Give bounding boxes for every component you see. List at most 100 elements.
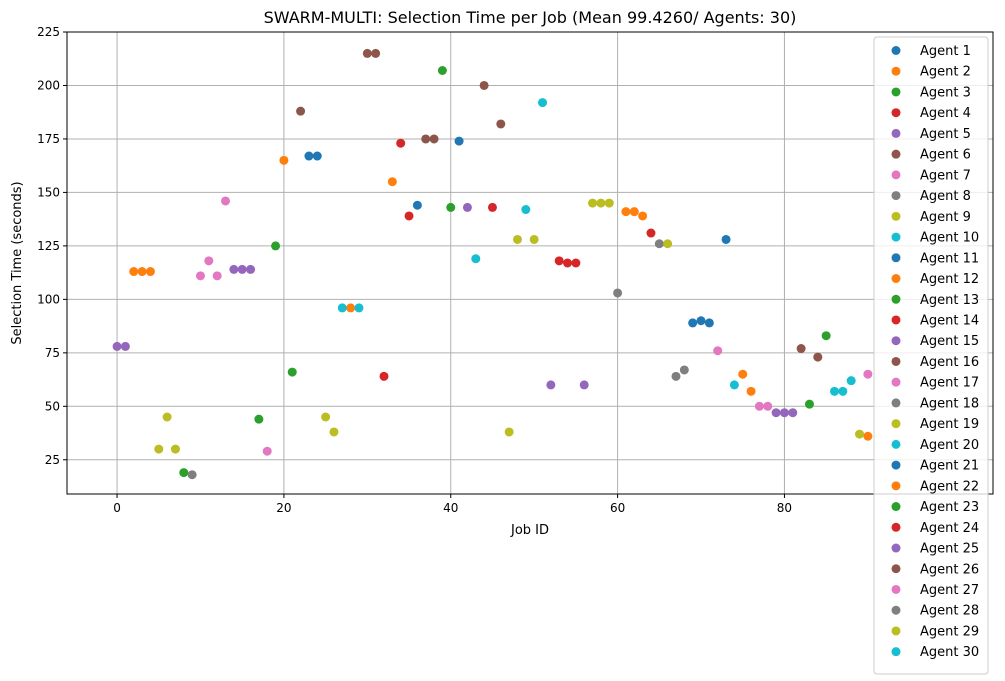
data-point-agent-9: [596, 198, 606, 208]
data-point-agent-1: [704, 318, 714, 328]
data-point-agent-1: [454, 136, 464, 146]
data-point-agent-2: [279, 155, 289, 165]
data-point-agent-4: [554, 256, 564, 266]
legend-entry: Agent 21: [920, 459, 979, 474]
data-point-agent-3: [446, 202, 456, 212]
x-tick-label: 60: [610, 501, 625, 515]
legend-entry: Agent 30: [920, 645, 979, 660]
data-point-agent-2: [145, 267, 155, 277]
legend-entry: Agent 23: [920, 500, 979, 515]
data-point-agent-1: [304, 151, 314, 161]
legend-entry: Agent 20: [920, 438, 979, 453]
legend-marker: [891, 253, 901, 263]
legend-entry: Agent 10: [920, 231, 979, 246]
data-point-agent-2: [863, 431, 873, 441]
legend-entry: Agent 19: [920, 417, 979, 432]
data-point-agent-8: [654, 239, 664, 249]
legend-box: [873, 36, 989, 675]
data-point-agent-4: [571, 258, 581, 268]
data-point-agent-6: [796, 344, 806, 354]
legend: Agent 1 Agent 2 Agent 3 Agent 4 Agent 5 Agent…: [873, 36, 989, 675]
data-point-agent-8: [679, 365, 689, 375]
y-tick-label: 50: [45, 399, 60, 413]
legend-entry: Agent 29: [920, 624, 979, 639]
legend-entry: Agent 27: [920, 583, 979, 598]
legend-marker: [891, 315, 901, 325]
legend-marker: [891, 170, 901, 180]
data-point-agent-7: [195, 271, 205, 281]
data-point-agent-10: [471, 254, 481, 264]
data-point-agent-2: [346, 303, 356, 313]
legend-entry: Agent 15: [920, 334, 979, 349]
data-point-agent-6: [813, 352, 823, 362]
data-point-agent-10: [846, 376, 856, 386]
data-point-agent-2: [738, 369, 748, 379]
y-tick-label: 75: [45, 346, 60, 360]
legend-marker: [891, 647, 901, 657]
legend-entry: Agent 1: [920, 44, 971, 59]
legend-entry: Agent 17: [920, 376, 979, 391]
data-point-agent-2: [621, 207, 631, 217]
legend-marker: [891, 149, 901, 159]
legend-marker: [891, 191, 901, 201]
data-point-agent-9: [504, 427, 514, 437]
data-point-agent-7: [204, 256, 214, 266]
data-point-agent-9: [529, 234, 539, 244]
data-point-agent-3: [437, 66, 447, 75]
legend-entry: Agent 7: [920, 168, 971, 183]
x-tick-label: 40: [443, 501, 458, 515]
data-point-agent-4: [396, 138, 406, 148]
legend-entry: Agent 18: [920, 396, 979, 411]
data-point-agent-9: [154, 444, 164, 454]
data-point-agent-5: [112, 341, 122, 351]
data-point-agent-3: [287, 367, 297, 377]
legend-marker: [891, 128, 901, 138]
legend-marker: [891, 605, 901, 615]
data-point-agent-7: [221, 196, 231, 206]
data-point-agent-6: [371, 48, 381, 58]
legend-marker: [891, 211, 901, 221]
legend-marker: [891, 543, 901, 553]
legend-entry: Agent 5: [920, 127, 971, 142]
legend-entry: Agent 22: [920, 479, 979, 494]
y-tick-label: 100: [37, 292, 60, 306]
legend-marker: [891, 439, 901, 449]
data-point-agent-9: [663, 239, 673, 249]
legend-marker: [891, 294, 901, 304]
legend-entry: Agent 9: [920, 210, 971, 225]
data-point-agent-2: [137, 267, 147, 277]
legend-entry: Agent 3: [920, 85, 971, 100]
data-point-agent-2: [129, 267, 139, 277]
data-point-agent-7: [713, 346, 723, 356]
data-point-agent-10: [521, 205, 531, 215]
legend-marker: [891, 336, 901, 346]
data-point-agent-2: [638, 211, 648, 221]
data-point-agent-9: [855, 429, 865, 439]
data-point-agent-3: [254, 414, 264, 424]
data-point-agent-4: [404, 211, 414, 221]
data-point-agent-9: [170, 444, 180, 454]
x-axis-ticks: 0 20 40 60 80: [113, 494, 792, 515]
legend-marker: [891, 584, 901, 594]
legend-marker: [891, 377, 901, 387]
data-point-agent-5: [120, 341, 130, 351]
x-tick-label: 80: [777, 501, 792, 515]
data-points: [112, 48, 873, 480]
x-tick-label: 20: [276, 501, 291, 515]
data-point-agent-9: [512, 234, 522, 244]
legend-entry: Agent 14: [920, 313, 979, 328]
data-point-agent-5: [788, 408, 798, 418]
data-point-agent-1: [412, 200, 422, 210]
legend-marker: [891, 522, 901, 532]
data-point-agent-9: [588, 198, 598, 208]
y-tick-label: 125: [37, 239, 60, 253]
data-point-agent-10: [829, 386, 839, 396]
y-tick-label: 200: [37, 78, 60, 92]
y-tick-label: 225: [37, 25, 60, 39]
y-tick-label: 150: [37, 185, 60, 199]
y-tick-label: 25: [45, 453, 60, 467]
legend-entry: Agent 11: [920, 251, 979, 266]
legend-marker: [891, 66, 901, 76]
data-point-agent-5: [546, 380, 556, 390]
